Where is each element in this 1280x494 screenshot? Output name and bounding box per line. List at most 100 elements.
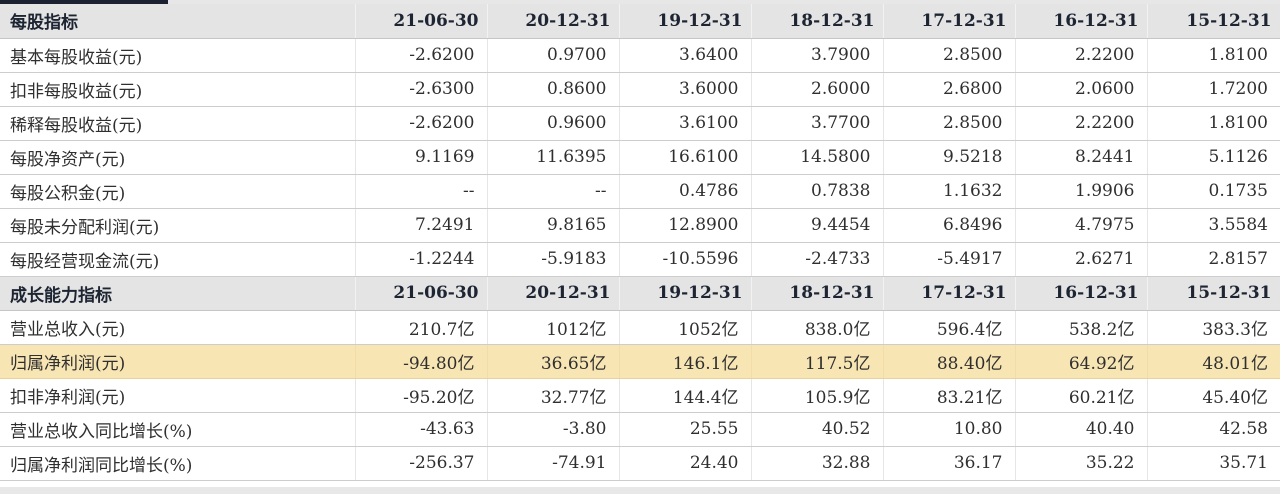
column-header-date: 16-12-31 [1015, 4, 1148, 39]
column-header-date: 19-12-31 [619, 276, 752, 311]
cell-value: 144.4亿 [619, 378, 752, 413]
cell-value: 35.22 [1015, 446, 1148, 481]
cell-value: 2.8500 [883, 106, 1016, 141]
cell-value: -256.37 [355, 446, 488, 481]
table-row[interactable]: 每股未分配利润(元) 7.2491 9.8165 12.8900 9.4454 6.849… [0, 208, 1280, 243]
cell-value: -94.80亿 [355, 344, 488, 379]
top-strip [0, 0, 1280, 4]
cell-value: 117.5亿 [751, 344, 884, 379]
cell-value: 36.65亿 [487, 344, 620, 379]
cell-value: 60.21亿 [1015, 378, 1148, 413]
section-header-row: 每股指标 21-06-30 20-12-31 19-12-31 18-12-31 17-1… [0, 4, 1280, 39]
cell-value: 8.2441 [1015, 140, 1148, 175]
column-header-date: 21-06-30 [355, 4, 488, 39]
cell-value: 10.80 [883, 412, 1016, 447]
cell-value: 3.6100 [619, 106, 752, 141]
table-container: 每股指标 21-06-30 20-12-31 19-12-31 18-12-31 17-1… [0, 4, 1280, 487]
table-row[interactable]: 每股经营现金流(元) -1.2244 -5.9183 -10.5596 -2.4733-… [0, 242, 1280, 277]
cell-value: 6.8496 [883, 208, 1016, 243]
cell-value: 2.6800 [883, 72, 1016, 107]
row-label: 扣非净利润(元) [0, 378, 356, 413]
table-row[interactable]: 基本每股收益(元) -2.6200 0.9700 3.6400 3.7900 2.8500… [0, 38, 1280, 73]
cell-value: 42.58 [1147, 412, 1280, 447]
cell-value: 64.92亿 [1015, 344, 1148, 379]
cell-value: 9.1169 [355, 140, 488, 175]
cell-value: 383.3亿 [1147, 310, 1280, 345]
cell-value: 32.77亿 [487, 378, 620, 413]
row-label: 营业总收入同比增长(%) [0, 412, 356, 447]
cell-value: 2.6000 [751, 72, 884, 107]
cell-value: 35.71 [1147, 446, 1280, 481]
table-row[interactable]: 归属净利润(元) -94.80亿 36.65亿 146.1亿 117.5亿 88.40亿 6… [0, 344, 1280, 379]
table-row[interactable]: 扣非净利润(元) -95.20亿 32.77亿 144.4亿 105.9亿 83.21亿 6… [0, 378, 1280, 413]
cell-value: 105.9亿 [751, 378, 884, 413]
table-row[interactable]: 营业总收入同比增长(%) -43.63 -3.80 25.55 40.52 10.80 40… [0, 412, 1280, 447]
cell-value: 48.01亿 [1147, 344, 1280, 379]
cell-value: -43.63 [355, 412, 488, 447]
cell-value: -10.5596 [619, 242, 752, 277]
row-label: 归属净利润同比增长(%) [0, 446, 356, 481]
cell-value: 2.2200 [1015, 38, 1148, 73]
cell-value: -2.4733 [751, 242, 884, 277]
cell-value: 14.5800 [751, 140, 884, 175]
cell-value: 0.1735 [1147, 174, 1280, 209]
cell-value: 7.2491 [355, 208, 488, 243]
cell-value: -- [487, 174, 620, 209]
cell-value: -5.9183 [487, 242, 620, 277]
cell-value: 2.0600 [1015, 72, 1148, 107]
column-header-date: 15-12-31 [1147, 4, 1280, 39]
cell-value: 11.6395 [487, 140, 620, 175]
cell-value: 83.21亿 [883, 378, 1016, 413]
cell-value: 0.8600 [487, 72, 620, 107]
section-title: 每股指标 [0, 4, 356, 39]
cell-value: 3.5584 [1147, 208, 1280, 243]
table-row[interactable]: 每股公积金(元) -- -- 0.4786 0.7838 1.1632 1.9906 0.17… [0, 174, 1280, 209]
column-header-date: 17-12-31 [883, 276, 1016, 311]
cell-value: 9.5218 [883, 140, 1016, 175]
column-header-date: 19-12-31 [619, 4, 752, 39]
table-row[interactable]: 扣非每股收益(元) -2.6300 0.8600 3.6000 2.6000 2.6800… [0, 72, 1280, 107]
active-tab-indicator [0, 0, 168, 4]
cell-value: 45.40亿 [1147, 378, 1280, 413]
financial-indicators-table: 每股指标 21-06-30 20-12-31 19-12-31 18-12-31 17-1… [0, 4, 1280, 481]
cell-value: 1012亿 [487, 310, 620, 345]
column-header-date: 20-12-31 [487, 276, 620, 311]
column-header-date: 16-12-31 [1015, 276, 1148, 311]
cell-value: -2.6200 [355, 38, 488, 73]
cell-value: 1.9906 [1015, 174, 1148, 209]
column-header-date: 18-12-31 [751, 276, 884, 311]
cell-value: -95.20亿 [355, 378, 488, 413]
row-label: 每股公积金(元) [0, 174, 356, 209]
section-header-row: 成长能力指标 21-06-30 20-12-31 19-12-31 18-12-31 17… [0, 276, 1280, 311]
cell-value: 9.8165 [487, 208, 620, 243]
cell-value: -2.6300 [355, 72, 488, 107]
cell-value: 1.8100 [1147, 38, 1280, 73]
column-header-date: 21-06-30 [355, 276, 488, 311]
cell-value: 3.7900 [751, 38, 884, 73]
cell-value: 16.6100 [619, 140, 752, 175]
row-label: 每股净资产(元) [0, 140, 356, 175]
cell-value: 2.6271 [1015, 242, 1148, 277]
cell-value: 4.7975 [1015, 208, 1148, 243]
table-row[interactable]: 归属净利润同比增长(%) -256.37 -74.91 24.40 32.88 36.17… [0, 446, 1280, 481]
cell-value: 538.2亿 [1015, 310, 1148, 345]
cell-value: 9.4454 [751, 208, 884, 243]
cell-value: -3.80 [487, 412, 620, 447]
cell-value: 36.17 [883, 446, 1016, 481]
table-row[interactable]: 每股净资产(元) 9.1169 11.6395 16.6100 14.5800 9.521… [0, 140, 1280, 175]
cell-value: 32.88 [751, 446, 884, 481]
cell-value: 596.4亿 [883, 310, 1016, 345]
column-header-date: 18-12-31 [751, 4, 884, 39]
cell-value: 1.7200 [1147, 72, 1280, 107]
cell-value: 0.4786 [619, 174, 752, 209]
cell-value: 3.7700 [751, 106, 884, 141]
row-label: 每股未分配利润(元) [0, 208, 356, 243]
cell-value: -2.6200 [355, 106, 488, 141]
row-label: 归属净利润(元) [0, 344, 356, 379]
section-title: 成长能力指标 [0, 276, 356, 311]
cell-value: -74.91 [487, 446, 620, 481]
table-row[interactable]: 稀释每股收益(元) -2.6200 0.9600 3.6100 3.7700 2.8500… [0, 106, 1280, 141]
table-row[interactable]: 营业总收入(元) 210.7亿 1012亿 1052亿 838.0亿 596.4亿 538.… [0, 310, 1280, 345]
cell-value: 12.8900 [619, 208, 752, 243]
